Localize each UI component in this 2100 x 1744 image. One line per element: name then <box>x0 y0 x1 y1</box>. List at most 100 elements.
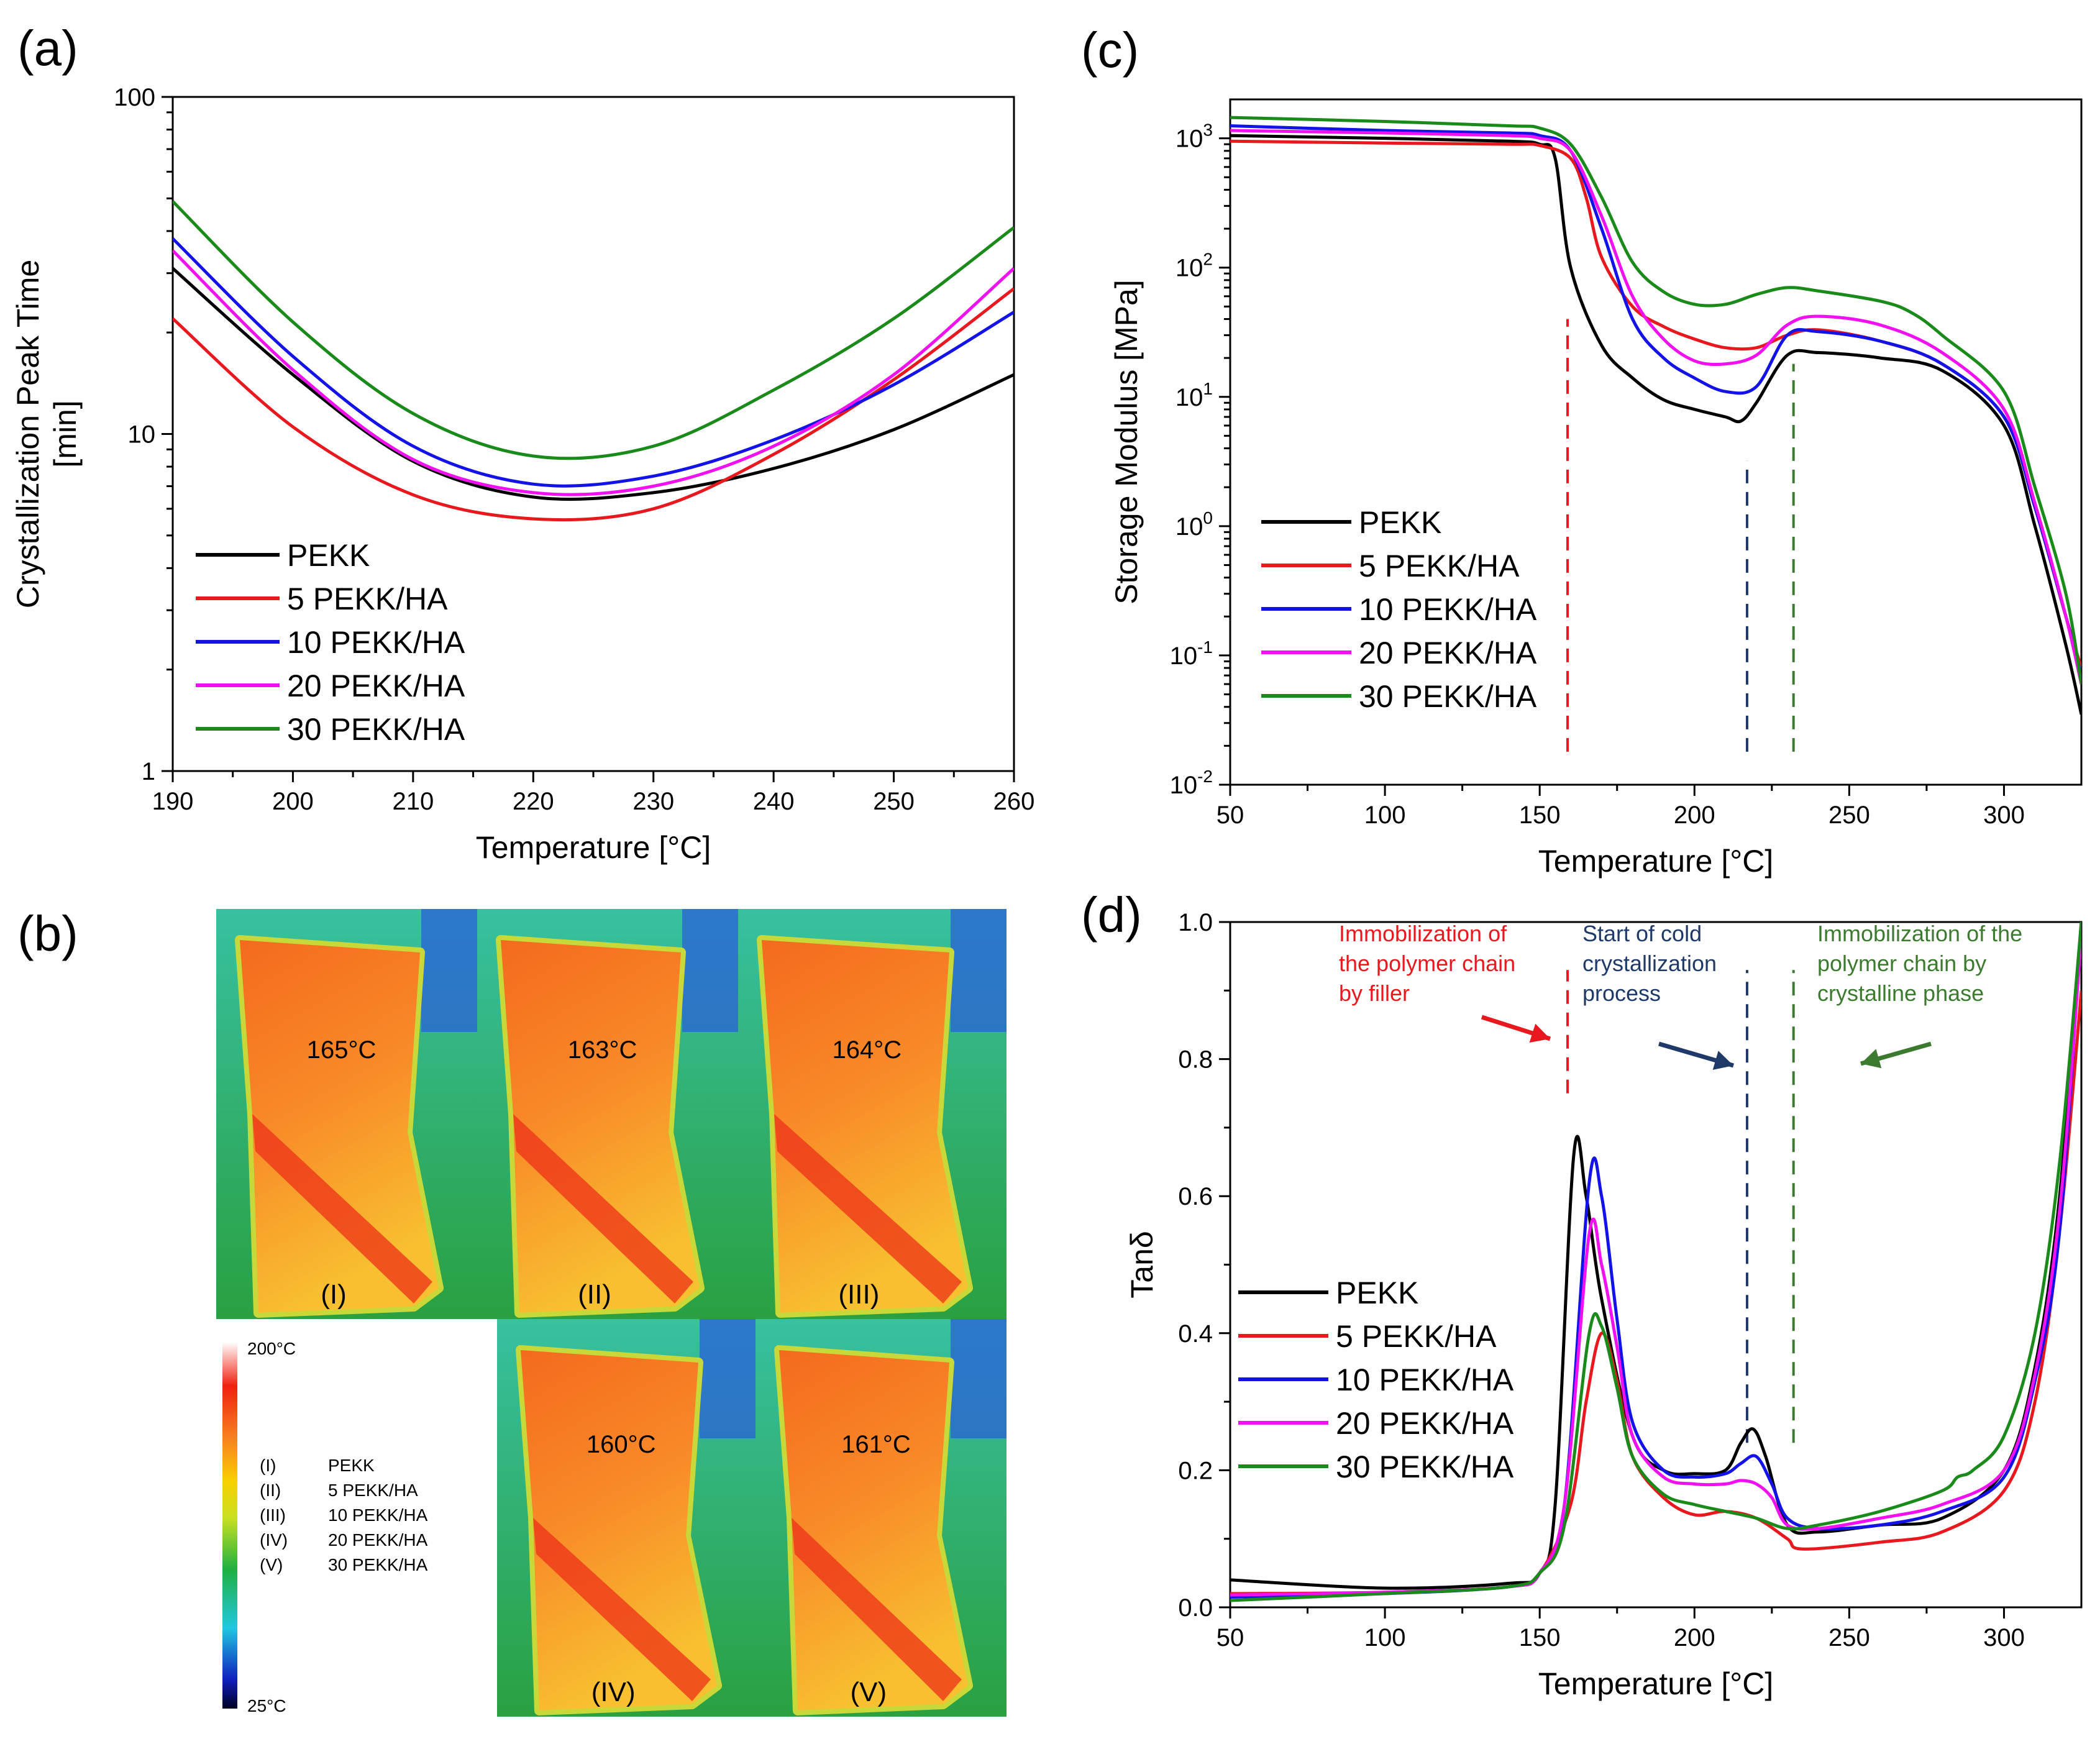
annotation-text: process <box>1582 980 1661 1006</box>
thermal-cool-region <box>700 1319 756 1438</box>
legend-label: 30 PEKK/HA <box>287 712 465 747</box>
series-line-1 <box>1230 139 2081 669</box>
annotation-text: crystallization <box>1582 951 1717 976</box>
y-tick-exponent: 3 <box>1203 121 1213 140</box>
legend-label: 10 PEKK/HA <box>1336 1363 1514 1397</box>
thermal-key-id: (II) <box>260 1481 281 1500</box>
annotation-arrow-head <box>1861 1049 1882 1069</box>
thermal-images: 165°C (I) 163°C (II) 164°C (III) 160°C (IV) 161°… <box>216 909 1007 1717</box>
legend-label: 30 PEKK/HA <box>1336 1450 1514 1484</box>
x-tick-label: 200 <box>1674 1624 1715 1651</box>
y-tick-label: 10-1 <box>1170 637 1213 670</box>
series-line-2 <box>1230 124 2081 676</box>
plot-frame <box>1229 98 2083 786</box>
y-tick-label: 10-2 <box>1170 767 1213 799</box>
thermal-blade <box>521 1350 717 1710</box>
y-tick-base: 10 <box>1170 772 1198 799</box>
thermal-key-name: 30 PEKK/HA <box>328 1555 428 1574</box>
thermal-key-name: 20 PEKK/HA <box>328 1530 428 1550</box>
thermal-tile-4: 161°C (V) <box>756 1319 1007 1717</box>
thermal-blade <box>779 1350 968 1710</box>
thermal-label: (I) <box>321 1279 347 1310</box>
series-line-2 <box>173 237 1014 488</box>
thermal-key-name: 5 PEKK/HA <box>328 1481 418 1500</box>
panel-label-a: (a) <box>17 21 78 76</box>
thermal-label: (II) <box>578 1279 611 1310</box>
y-tick-exponent: -1 <box>1197 637 1213 657</box>
y-tick-base: 10 <box>1170 642 1198 670</box>
chart-c: 50 100 150 200 250 30010-210-1100101102103Tem… <box>1109 98 2083 879</box>
panel-label-c: (c) <box>1081 22 1139 78</box>
plot-frame <box>1229 921 2083 1609</box>
y-tick-label: 0.8 <box>1178 1046 1213 1074</box>
thermal-tile-2: 164°C (III) <box>738 909 1007 1319</box>
thermal-blade <box>501 940 700 1313</box>
thermal-tile-1: 163°C (II) <box>477 909 738 1319</box>
legend-label: PEKK <box>287 538 370 573</box>
chart-d: 50 100 150 200 250 300 0.0 0.2 0.4 0.6 0.8 1.0 Tempe… <box>1125 909 2083 1701</box>
y-axis-label: Storage Modulus [MPa] <box>1109 280 1144 605</box>
x-tick-label: 260 <box>993 788 1035 815</box>
legend-label: 20 PEKK/HA <box>1359 636 1537 670</box>
thermal-label: (V) <box>850 1677 887 1707</box>
y-tick-label: 1.0 <box>1178 909 1213 936</box>
y-tick-label: 0.6 <box>1178 1183 1213 1210</box>
y-tick-base: 10 <box>1176 126 1203 153</box>
thermal-temperature: 165°C <box>307 1036 377 1064</box>
x-tick-label: 50 <box>1217 1624 1244 1651</box>
thermal-label: (III) <box>838 1279 879 1310</box>
y-tick-base: 10 <box>1176 255 1203 282</box>
series-line-0 <box>1230 134 2081 715</box>
x-tick-label: 200 <box>272 788 314 815</box>
thermal-temperature: 163°C <box>568 1036 637 1064</box>
series-line-4 <box>1230 922 2081 1602</box>
y-tick-label: 0.2 <box>1178 1457 1213 1484</box>
annotation-text: the polymer chain <box>1339 951 1515 976</box>
x-axis-label: Temperature [°C] <box>1538 1666 1773 1701</box>
thermal-blade <box>762 940 968 1313</box>
thermal-hot-band <box>533 1518 711 1701</box>
y-axis-label-line: Crystallization Peak Time <box>11 260 45 608</box>
series-line-2 <box>1230 922 2081 1599</box>
thermal-key-id: (III) <box>260 1505 286 1525</box>
panel-label-d: (d) <box>1081 887 1142 943</box>
legend-label: PEKK <box>1336 1276 1418 1310</box>
x-tick-label: 50 <box>1217 801 1244 829</box>
x-tick-label: 250 <box>873 788 915 815</box>
series-line-3 <box>173 249 1014 496</box>
thermal-hot-band <box>792 1518 962 1701</box>
y-axis-label-line: [min] <box>48 400 83 467</box>
x-tick-label: 220 <box>513 788 554 815</box>
x-tick-label: 100 <box>1364 1624 1406 1651</box>
series-line-3 <box>1230 129 2081 685</box>
legend-label: PEKK <box>1359 505 1441 540</box>
thermal-label: (IV) <box>591 1677 636 1707</box>
legend-label: 10 PEKK/HA <box>1359 592 1537 627</box>
thermal-temperature: 161°C <box>841 1431 911 1458</box>
thermal-blade <box>240 940 439 1313</box>
thermal-cool-region <box>682 909 738 1032</box>
annotation-text: crystalline phase <box>1817 980 1984 1006</box>
y-tick-label: 0.4 <box>1178 1320 1213 1348</box>
thermal-key-name: 10 PEKK/HA <box>328 1505 428 1525</box>
x-tick-label: 150 <box>1519 801 1561 829</box>
series-line-3 <box>1230 935 2081 1597</box>
thermal-key-id: (I) <box>260 1456 276 1475</box>
annotation-arrow-head <box>1712 1051 1733 1070</box>
x-tick-label: 300 <box>1983 801 2025 829</box>
y-tick-label: 102 <box>1176 250 1213 282</box>
thermal-tile-0: 165°C (I) <box>216 909 477 1319</box>
x-axis-label: Temperature [°C] <box>476 830 711 865</box>
y-tick-label: 10 <box>128 421 156 449</box>
annotation-text: Immobilization of <box>1339 921 1507 946</box>
thermal-cool-region <box>951 909 1007 1032</box>
x-tick-label: 100 <box>1364 801 1406 829</box>
series-line-0 <box>173 267 1014 501</box>
legend-label: 5 PEKK/HA <box>1336 1319 1497 1354</box>
series-line-1 <box>173 287 1014 522</box>
thermal-key-id: (IV) <box>260 1530 288 1550</box>
colorbar-min: 25°C <box>247 1696 286 1715</box>
y-axis-label: Crystallization Peak Time[min] <box>11 260 83 608</box>
annotation-arrow-head <box>1529 1023 1550 1043</box>
